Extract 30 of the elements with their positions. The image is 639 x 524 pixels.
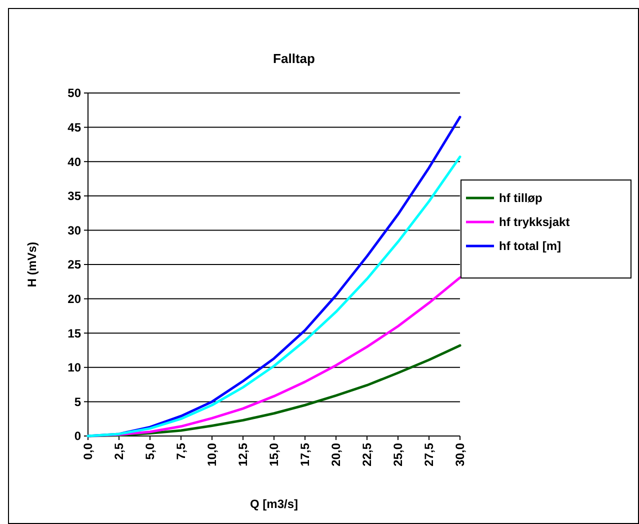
- y-tick-label: 5: [74, 394, 82, 409]
- legend-label: hf trykksjakt: [499, 215, 570, 230]
- y-tick-label: 30: [68, 223, 82, 238]
- x-tick-label: 25,0: [391, 442, 406, 466]
- x-tick-label: 30,0: [453, 442, 468, 466]
- y-tick-label: 40: [68, 154, 82, 169]
- y-tick-label: 25: [68, 258, 82, 272]
- y-tick-label: 15: [68, 326, 82, 340]
- legend-label: hf total [m]: [499, 239, 561, 254]
- x-axis-title: Q [m3/s]: [250, 497, 298, 511]
- y-tick-label: 20: [68, 292, 82, 306]
- legend-label: hf tilløp: [499, 191, 542, 206]
- x-tick-label: 10,0: [205, 442, 220, 466]
- x-tick-label: 0,0: [81, 442, 96, 460]
- x-tick-label: 20,0: [329, 442, 344, 466]
- y-tick-label: 10: [68, 360, 82, 375]
- x-tick-label: 22,5: [360, 442, 374, 466]
- x-tick-label: 2,5: [112, 442, 126, 460]
- x-tick-label: 17,5: [298, 442, 312, 466]
- x-tick-label: 5,0: [143, 442, 158, 460]
- chart-title: Falltap: [273, 51, 315, 66]
- x-tick-label: 27,5: [422, 442, 436, 466]
- y-tick-label: 50: [68, 86, 82, 100]
- y-tick-label: 0: [74, 429, 82, 444]
- x-tick-label: 15,0: [267, 442, 282, 466]
- y-axis-title: H (mVs): [25, 242, 39, 288]
- y-tick-label: 45: [68, 120, 82, 134]
- x-tick-label: 7,5: [174, 442, 188, 460]
- x-tick-label: 12,5: [236, 442, 250, 466]
- y-tick-label: 35: [68, 189, 82, 204]
